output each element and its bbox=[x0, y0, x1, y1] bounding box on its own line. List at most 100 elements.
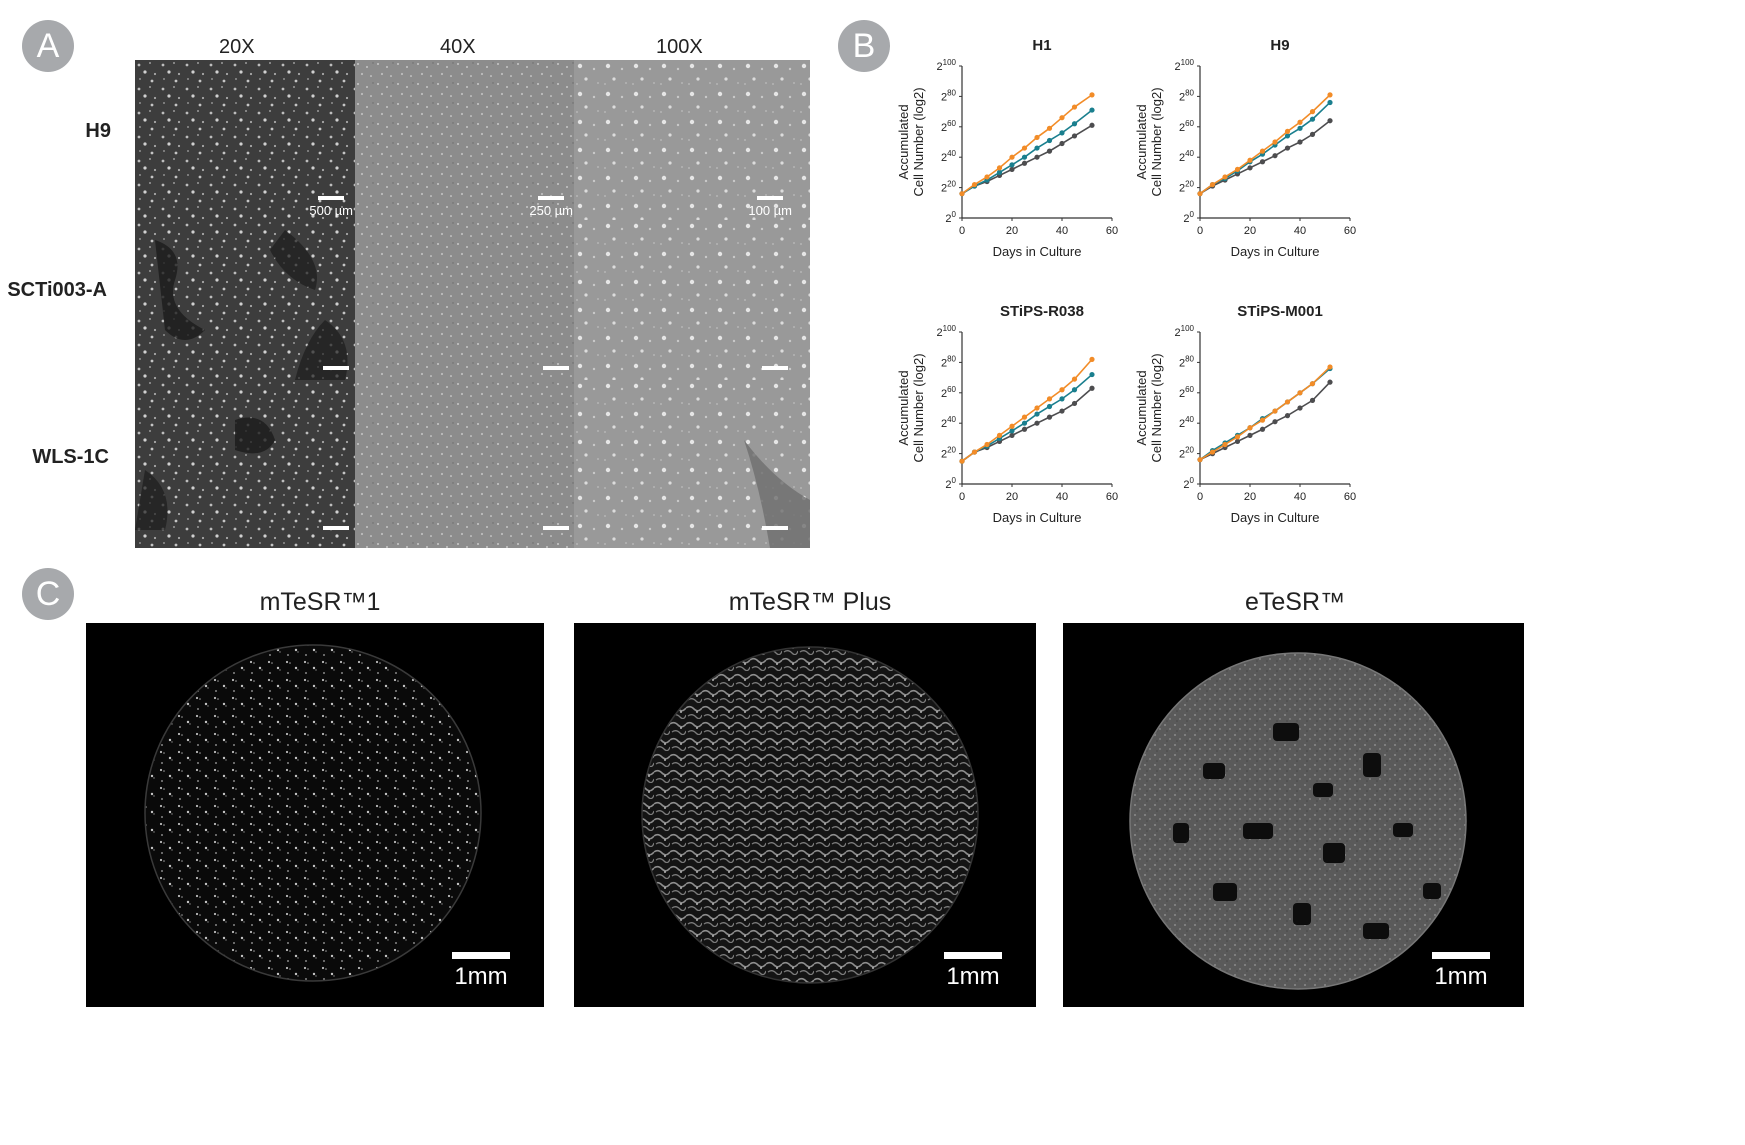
y-tick-label: 240 bbox=[941, 415, 957, 430]
mag-label-20x: 20X bbox=[219, 36, 255, 58]
data-point-teal bbox=[1089, 107, 1095, 113]
data-point-teal bbox=[1297, 125, 1303, 131]
data-point-orange bbox=[1046, 396, 1053, 402]
y-axis-label: Cell Number (log2) bbox=[1149, 87, 1164, 196]
data-point-teal bbox=[1034, 145, 1040, 151]
y-tick-label: 240 bbox=[1179, 415, 1195, 430]
data-point-orange bbox=[1297, 390, 1303, 396]
data-point-teal bbox=[1071, 387, 1078, 393]
data-point-orange bbox=[1021, 145, 1028, 151]
data-point-teal bbox=[1034, 411, 1040, 417]
data-point-teal bbox=[1089, 371, 1095, 378]
micrograph-scti003a-40x bbox=[355, 220, 591, 388]
data-point-orange bbox=[1284, 399, 1291, 405]
micrograph-wls1c-20x bbox=[135, 380, 371, 548]
data-point-gray bbox=[1071, 400, 1078, 407]
panel-a-badge: A bbox=[22, 20, 74, 72]
data-point-orange bbox=[1259, 417, 1266, 423]
y-tick-label: 2100 bbox=[1175, 58, 1195, 73]
data-point-teal bbox=[1327, 99, 1333, 106]
scale-bar bbox=[762, 366, 788, 370]
y-axis-label: Accumulated bbox=[896, 104, 911, 179]
data-point-orange bbox=[1259, 148, 1266, 154]
data-point-orange bbox=[1059, 115, 1065, 121]
data-point-orange bbox=[1247, 157, 1253, 163]
x-tick-label: 20 bbox=[1244, 225, 1256, 237]
scale-bar-250um: 250 µm bbox=[529, 196, 573, 218]
y-tick-label: 260 bbox=[941, 385, 957, 400]
data-point-orange bbox=[1297, 119, 1303, 125]
y-tick-label: 20 bbox=[1183, 210, 1194, 225]
data-point-orange bbox=[1309, 109, 1316, 115]
data-point-gray bbox=[1309, 397, 1316, 403]
y-axis-label: Accumulated bbox=[1134, 370, 1149, 445]
data-point-teal bbox=[1021, 420, 1028, 426]
data-point-orange bbox=[1209, 449, 1216, 455]
x-tick-label: 20 bbox=[1006, 225, 1018, 237]
y-axis-label: Accumulated bbox=[896, 370, 911, 445]
micrograph-scti003a-20x bbox=[135, 220, 371, 388]
scale-bar bbox=[762, 526, 788, 530]
y-tick-label: 280 bbox=[941, 88, 957, 103]
data-point-orange bbox=[971, 181, 978, 188]
data-point-gray bbox=[1297, 139, 1303, 145]
scale-bar-1mm: 1mm bbox=[452, 952, 510, 991]
scale-bar bbox=[323, 526, 349, 530]
row-label-wls1c: WLS-1C bbox=[32, 446, 109, 468]
data-point-gray bbox=[1247, 432, 1253, 438]
micrograph-wls1c-100x bbox=[574, 380, 810, 548]
y-tick-label: 240 bbox=[1179, 149, 1195, 164]
well-image-mtesr1: 1mm bbox=[86, 623, 544, 1007]
y-tick-label: 2100 bbox=[1175, 324, 1195, 339]
title-mtesr-plus: mTeSR™ Plus bbox=[728, 588, 892, 616]
data-point-orange bbox=[996, 432, 1003, 438]
data-point-gray bbox=[1034, 154, 1040, 160]
data-point-gray bbox=[1059, 408, 1065, 414]
x-tick-label: 40 bbox=[1294, 491, 1306, 503]
data-point-orange bbox=[996, 165, 1003, 171]
data-point-orange bbox=[984, 441, 990, 448]
micrograph-h9-40x: 250 µm bbox=[355, 60, 591, 228]
y-tick-label: 280 bbox=[1179, 88, 1195, 103]
data-point-orange bbox=[1209, 181, 1216, 188]
data-point-gray bbox=[1272, 153, 1278, 159]
data-point-teal bbox=[1046, 403, 1053, 410]
y-tick-label: 240 bbox=[941, 149, 957, 164]
x-tick-label: 0 bbox=[1197, 225, 1203, 237]
x-tick-label: 0 bbox=[959, 491, 965, 503]
data-point-teal bbox=[1009, 162, 1015, 168]
x-tick-label: 60 bbox=[1344, 225, 1356, 237]
scale-bar bbox=[543, 526, 569, 530]
panel-b-badge: B bbox=[838, 20, 890, 72]
micrograph-h9-20x: 500 µm bbox=[135, 60, 371, 228]
data-point-teal bbox=[1046, 137, 1053, 144]
y-tick-label: 220 bbox=[941, 180, 957, 195]
data-point-orange bbox=[1009, 423, 1015, 429]
y-tick-label: 280 bbox=[1179, 354, 1195, 369]
data-point-gray bbox=[1297, 405, 1303, 411]
y-tick-label: 2100 bbox=[937, 324, 957, 339]
scale-bar bbox=[323, 366, 349, 370]
y-tick-label: 220 bbox=[941, 446, 957, 461]
data-point-orange bbox=[1089, 92, 1095, 98]
data-point-gray bbox=[1059, 140, 1065, 147]
data-point-orange bbox=[1309, 381, 1316, 387]
data-point-gray bbox=[1309, 131, 1316, 137]
data-point-orange bbox=[1089, 356, 1095, 362]
data-point-orange bbox=[1009, 154, 1015, 160]
row-label-h9: H9 bbox=[85, 120, 111, 142]
micrograph-wls1c-40x bbox=[355, 380, 591, 548]
data-point-gray bbox=[1284, 145, 1291, 151]
data-point-gray bbox=[1234, 438, 1241, 445]
data-point-gray bbox=[1089, 385, 1095, 391]
data-point-orange bbox=[1272, 139, 1278, 145]
x-tick-label: 0 bbox=[1197, 491, 1203, 503]
y-tick-label: 20 bbox=[945, 210, 956, 225]
scale-bar-100um: 100 µm bbox=[748, 196, 792, 218]
data-point-gray bbox=[1259, 159, 1266, 165]
title-mtesr1: mTeSR™1 bbox=[259, 588, 381, 616]
series-line-orange bbox=[961, 94, 1093, 195]
scale-bar bbox=[543, 366, 569, 370]
